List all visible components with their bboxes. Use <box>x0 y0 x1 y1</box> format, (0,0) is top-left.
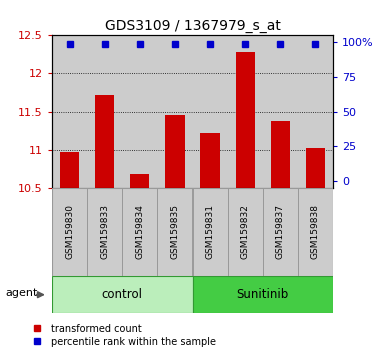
Bar <box>52 35 87 188</box>
Title: GDS3109 / 1367979_s_at: GDS3109 / 1367979_s_at <box>105 19 280 33</box>
Text: GSM159834: GSM159834 <box>135 204 144 259</box>
Text: GSM159830: GSM159830 <box>65 204 74 259</box>
Text: agent: agent <box>5 288 38 298</box>
Bar <box>122 35 157 188</box>
Bar <box>192 276 333 313</box>
Bar <box>157 35 192 188</box>
Legend: transformed count, percentile rank within the sample: transformed count, percentile rank withi… <box>23 320 220 350</box>
Bar <box>306 148 325 188</box>
Bar <box>130 174 149 188</box>
Text: GSM159832: GSM159832 <box>241 204 250 259</box>
Bar <box>298 188 333 276</box>
Text: control: control <box>102 288 143 301</box>
Bar <box>87 188 122 276</box>
Bar <box>52 276 192 313</box>
Bar <box>236 52 255 188</box>
Bar <box>157 188 192 276</box>
Bar <box>165 115 184 188</box>
Bar <box>298 35 333 188</box>
Text: GSM159835: GSM159835 <box>171 204 179 259</box>
Bar <box>201 133 220 188</box>
Bar <box>60 152 79 188</box>
Bar <box>122 188 157 276</box>
Bar <box>95 95 114 188</box>
Text: Sunitinib: Sunitinib <box>237 288 289 301</box>
Bar <box>228 35 263 188</box>
Bar <box>271 121 290 188</box>
Bar <box>263 35 298 188</box>
Bar <box>263 188 298 276</box>
Text: GSM159833: GSM159833 <box>100 204 109 259</box>
Text: GSM159831: GSM159831 <box>206 204 214 259</box>
Text: GSM159838: GSM159838 <box>311 204 320 259</box>
Bar <box>192 188 228 276</box>
Bar <box>192 35 228 188</box>
Bar <box>228 188 263 276</box>
Bar <box>52 188 87 276</box>
Text: GSM159837: GSM159837 <box>276 204 285 259</box>
Bar <box>87 35 122 188</box>
